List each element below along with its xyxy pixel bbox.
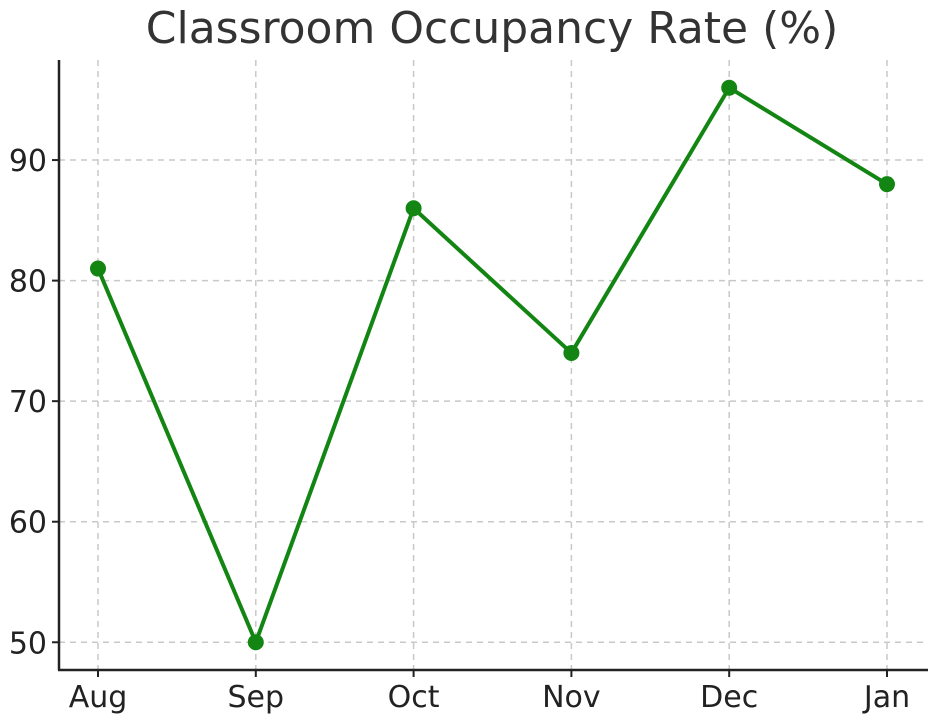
grid-layer (59, 60, 928, 670)
y-tick-label: 60 (9, 506, 47, 541)
y-tick-label: 80 (9, 265, 47, 300)
x-tick-label: Nov (542, 680, 601, 715)
chart-title: Classroom Occupancy Rate (%) (146, 3, 838, 54)
data-point (879, 176, 895, 193)
data-point (721, 79, 738, 96)
y-tick-label: 70 (9, 385, 47, 420)
data-point (247, 634, 264, 651)
data-point (405, 200, 422, 217)
axes-layer (57, 60, 928, 672)
y-tick-label: 90 (9, 144, 47, 179)
series-line (96, 85, 889, 645)
x-tick-label: Aug (69, 680, 128, 715)
x-tick-label: Oct (388, 680, 440, 715)
series-layer (90, 79, 895, 651)
ticks-layer: Aug Sep Oct Nov Dec Jan 50 60 70 80 90 (9, 144, 910, 715)
x-tick-label: Dec (700, 680, 758, 715)
x-tick-label: Sep (228, 680, 285, 715)
y-tick-label: 50 (9, 626, 47, 661)
data-point (563, 344, 580, 361)
x-tick-label: Jan (862, 680, 910, 715)
data-point (90, 260, 106, 277)
